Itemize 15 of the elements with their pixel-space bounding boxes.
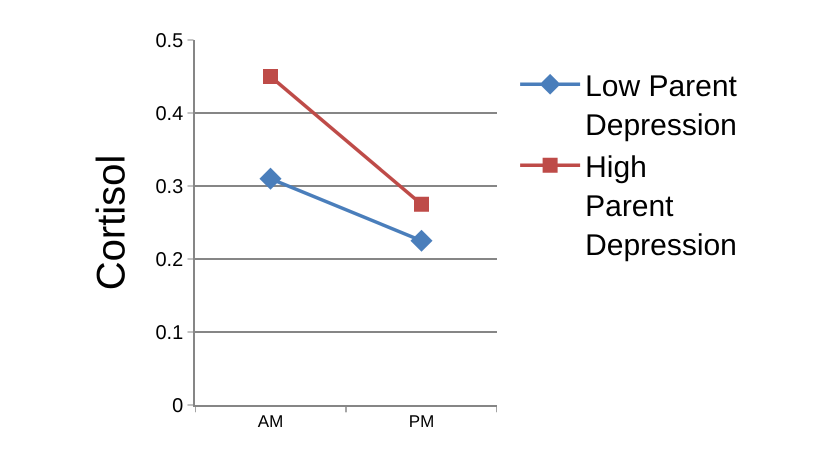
point — [263, 69, 278, 84]
point — [414, 196, 429, 212]
y-tick-label: 0 — [172, 395, 184, 417]
legend-label: High Parent Depression — [585, 150, 737, 262]
point — [410, 230, 433, 252]
y-tick-label: 0.1 — [155, 322, 184, 344]
y-tick-label: 0.3 — [155, 176, 184, 198]
legend-label: Low Parent Depression — [585, 70, 738, 142]
x-tick-label: PM — [408, 412, 434, 432]
y-axis-title: Cortisol — [89, 154, 134, 290]
y-tick-label: 0.4 — [155, 103, 184, 125]
x-tick-label: AM — [258, 412, 284, 432]
y-tick-label: 0.5 — [155, 30, 184, 52]
point — [259, 168, 282, 190]
y-tick-label: 0.2 — [155, 249, 184, 271]
